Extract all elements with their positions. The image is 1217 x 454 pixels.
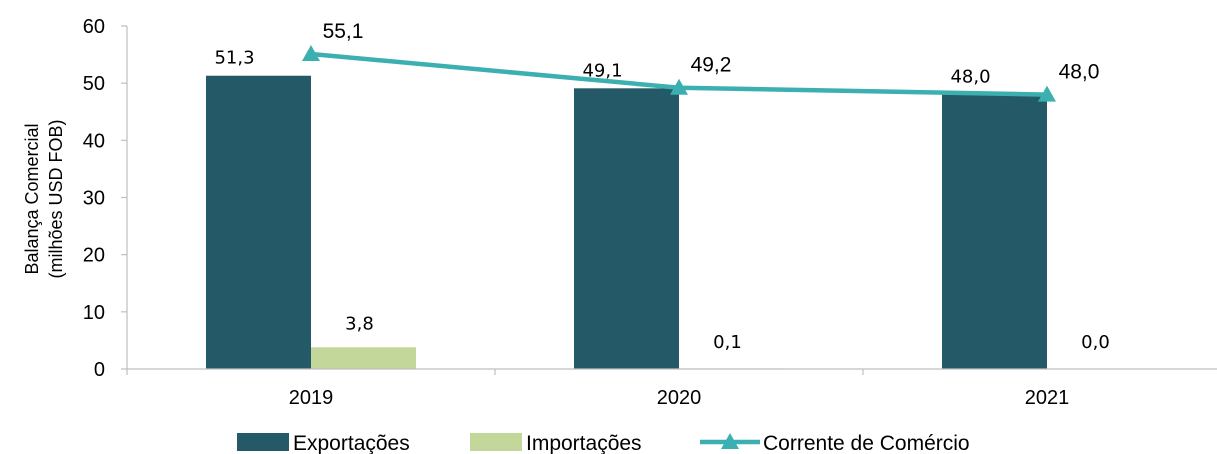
y-tick-label: 50 (83, 73, 105, 95)
line-series (302, 45, 1056, 102)
legend-swatch (470, 433, 522, 451)
y-tick-label: 0 (94, 359, 105, 381)
y-tick-label: 40 (83, 130, 105, 152)
point-corrente-de-comercio (670, 78, 688, 95)
y-tick-label: 10 (83, 302, 105, 324)
point-corrente-de-comercio (302, 45, 320, 62)
legend-label: Importações (526, 432, 642, 454)
data-label-importacoes: 0,1 (713, 332, 742, 353)
data-label-corrente-de-comercio: 55,1 (323, 20, 364, 43)
x-tick-label: 2019 (289, 387, 334, 409)
x-tick-label: 2021 (1025, 387, 1070, 409)
data-labels: 51,3 3,8 49,1 0,1 48,0 0,0 55,1 49,2 48,0 (214, 20, 1109, 353)
data-label-exportacoes: 51,3 (214, 48, 254, 69)
legend-swatch (237, 433, 289, 451)
data-label-importacoes: 0,0 (1081, 332, 1110, 353)
data-label-importacoes: 3,8 (345, 313, 374, 334)
bar-exportacoes (942, 94, 1047, 369)
legend-marker (721, 433, 739, 449)
data-label-exportacoes: 49,1 (582, 60, 622, 81)
y-tick-label: 30 (83, 188, 105, 210)
x-tick-label: 2020 (657, 387, 702, 409)
x-axis-ticks: 2019 2020 2021 (126, 369, 1070, 409)
data-label-corrente-de-comercio: 48,0 (1059, 61, 1100, 84)
y-axis-label-line1: Balança Comercial (22, 123, 42, 274)
bar-exportacoes (206, 75, 311, 370)
y-axis-ticks: 0 10 20 30 40 50 60 (83, 16, 127, 381)
y-axis-label-line2: (milhões USD FOB) (46, 119, 66, 278)
bar-exportacoes (574, 88, 679, 369)
y-tick-label: 60 (83, 16, 105, 38)
data-label-corrente-de-comercio: 49,2 (691, 54, 732, 77)
bars (206, 75, 1047, 370)
bar-importacoes (311, 347, 416, 369)
legend-label: Exportações (293, 432, 410, 454)
y-tick-label: 20 (83, 245, 105, 267)
legend: Exportações Importações Corrente de Comérc… (237, 432, 970, 454)
legend-label: Corrente de Comércio (763, 432, 970, 454)
point-corrente-de-comercio (1038, 85, 1056, 102)
data-label-exportacoes: 48,0 (950, 67, 990, 88)
